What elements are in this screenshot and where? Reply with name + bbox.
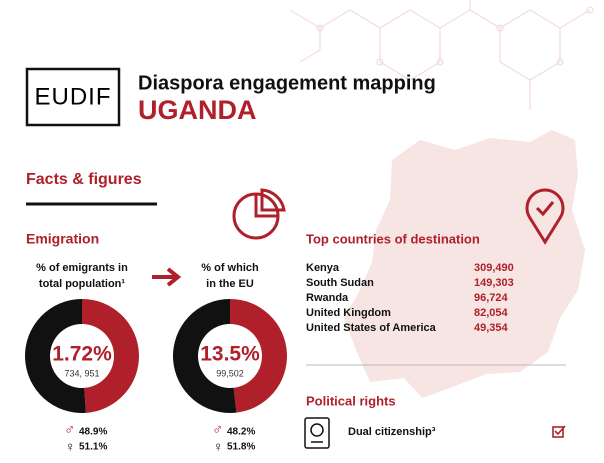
country-value: 96,724	[474, 292, 509, 304]
donut-count: 734, 951	[64, 368, 99, 378]
country-value: 149,303	[474, 277, 514, 289]
country-value: 49,354	[474, 322, 509, 334]
male-share: 48.2%	[227, 427, 255, 438]
donut-value: 1.72%	[52, 343, 112, 366]
country-value: 82,054	[474, 307, 509, 319]
male-share: 48.9%	[79, 427, 107, 438]
section-title: Facts & figures	[26, 171, 142, 188]
caption: in the EU	[206, 278, 254, 290]
country-name: United Kingdom	[306, 307, 391, 319]
political-rights-title: Political rights	[306, 393, 396, 408]
country-name: United States of America	[306, 322, 437, 334]
female-share: 51.1%	[79, 442, 107, 453]
donut-count: 99,502	[216, 368, 244, 378]
donut-male	[82, 299, 139, 413]
arrow	[152, 267, 182, 287]
country: UGANDA	[138, 95, 257, 125]
country-name: Rwanda	[306, 292, 349, 304]
donut-female	[24, 299, 86, 414]
male-symbol: ♂	[212, 421, 223, 438]
uganda-map	[344, 130, 585, 398]
right-item: Dual citizenship³	[348, 426, 436, 438]
logo-box	[25, 67, 121, 127]
caption: % of emigrants in	[36, 262, 128, 274]
network-pattern	[289, 0, 594, 110]
caption: % of which	[201, 262, 259, 274]
logo: EUDIF	[35, 83, 112, 110]
caption: total population¹	[39, 278, 125, 290]
country-value: 309,490	[474, 262, 514, 274]
passport-icon	[304, 417, 330, 449]
destinations-title: Top countries of destination	[306, 231, 480, 246]
location-icon	[525, 188, 565, 245]
country-name: Kenya	[306, 262, 340, 274]
female-symbol: ♀	[213, 439, 224, 455]
pie-icon	[232, 188, 286, 240]
country-name: South Sudan	[306, 277, 374, 289]
donut-male	[230, 299, 287, 413]
male-symbol: ♂	[64, 421, 75, 438]
check-icon	[552, 425, 566, 438]
female-share: 51.8%	[227, 442, 255, 453]
female-symbol: ♀	[65, 439, 76, 455]
donut-female	[172, 299, 237, 413]
title: Diaspora engagement mapping	[138, 72, 436, 94]
emigration-title: Emigration	[26, 231, 99, 247]
donut-value: 13.5%	[200, 343, 260, 366]
